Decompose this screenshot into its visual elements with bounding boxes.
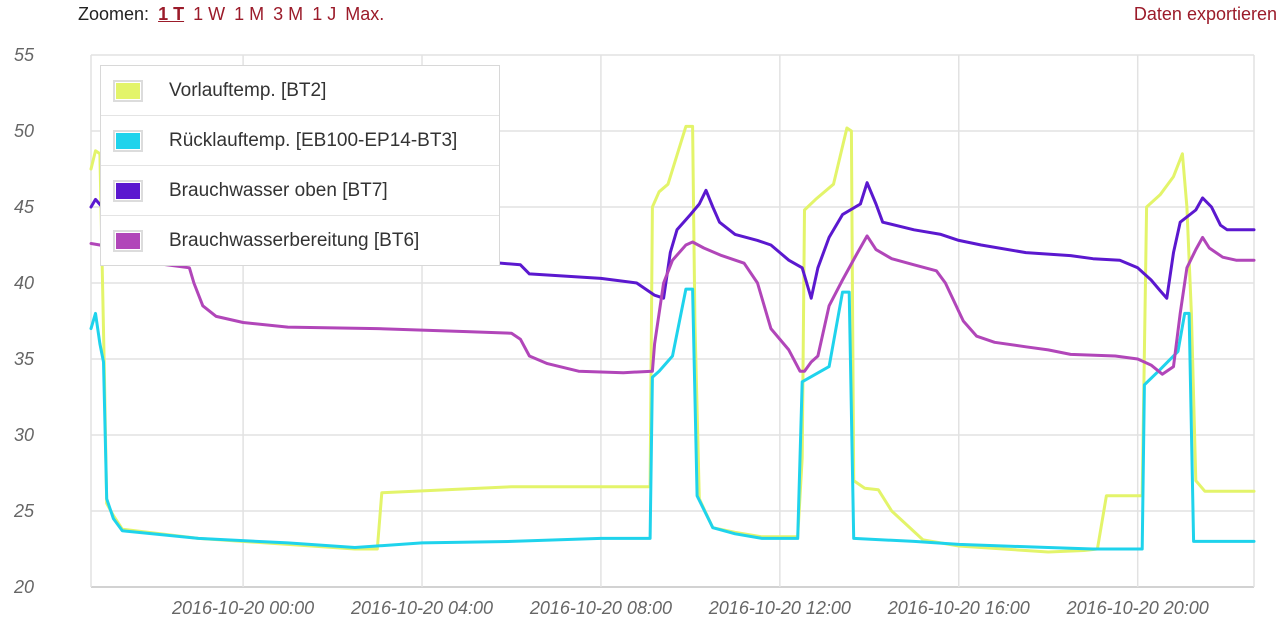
legend-swatch-color: [116, 82, 140, 99]
zoom-1-month[interactable]: 1 M: [234, 4, 265, 24]
legend-label: Rücklauftemp. [EB100-EP14-BT3]: [169, 129, 458, 151]
zoom-3-months[interactable]: 3 M: [273, 4, 304, 24]
zoom-bar: Zoomen: 1 T 1 W 1 M 3 M 1 J Max.: [78, 4, 384, 25]
series-line-4: [89, 234, 1256, 376]
y-tick-label: 50: [14, 121, 34, 141]
x-tick-label: 2016-10-20 16:00: [887, 598, 1030, 618]
legend-item-vorlauftemp[interactable]: Vorlauftemp. [BT2]: [101, 66, 499, 116]
x-axis-ticks: 2016-10-20 00:00 2016-10-20 04:00 2016-10-…: [171, 598, 1209, 618]
legend-swatch-color: [116, 232, 140, 249]
zoom-max[interactable]: Max.: [345, 4, 385, 24]
y-axis-ticks: 20 25 30 35 40 45 50 55: [13, 45, 35, 597]
series-line-2: [89, 287, 1256, 551]
legend-label: Brauchwasser oben [BT7]: [169, 179, 388, 201]
chart-legend: Vorlauftemp. [BT2] Rücklauftemp. [EB100-…: [100, 65, 500, 266]
y-tick-label: 40: [14, 273, 34, 293]
legend-swatch: [113, 179, 143, 202]
x-tick-label: 2016-10-20 08:00: [529, 598, 672, 618]
x-tick-label: 2016-10-20 20:00: [1066, 598, 1209, 618]
legend-swatch-color: [116, 132, 140, 149]
y-tick-label: 20: [13, 577, 34, 597]
zoom-1-week[interactable]: 1 W: [193, 4, 226, 24]
x-tick-label: 2016-10-20 04:00: [350, 598, 493, 618]
export-data-link[interactable]: Daten exportieren: [1133, 4, 1277, 24]
x-tick-label: 2016-10-20 12:00: [708, 598, 851, 618]
legend-item-ruecklauftemp[interactable]: Rücklauftemp. [EB100-EP14-BT3]: [101, 116, 499, 166]
legend-swatch-color: [116, 182, 140, 199]
zoom-1-year[interactable]: 1 J: [312, 4, 337, 24]
y-tick-label: 55: [14, 45, 35, 65]
legend-label: Brauchwasserbereitung [BT6]: [169, 229, 420, 251]
legend-label: Vorlauftemp. [BT2]: [169, 79, 327, 101]
zoom-1-day[interactable]: 1 T: [158, 4, 185, 24]
legend-swatch: [113, 129, 143, 152]
legend-swatch: [113, 229, 143, 252]
x-tick-label: 2016-10-20 00:00: [171, 598, 314, 618]
legend-swatch: [113, 79, 143, 102]
legend-item-brauchwasserbereitung[interactable]: Brauchwasserbereitung [BT6]: [101, 216, 499, 265]
chart-series: [89, 124, 1256, 554]
legend-item-brauchwasser-oben[interactable]: Brauchwasser oben [BT7]: [101, 166, 499, 216]
zoom-label: Zoomen:: [78, 4, 150, 24]
y-tick-label: 25: [13, 501, 35, 521]
y-tick-label: 45: [14, 197, 35, 217]
y-tick-label: 35: [14, 349, 35, 369]
y-tick-label: 30: [14, 425, 34, 445]
series-line-3: [89, 181, 1256, 300]
